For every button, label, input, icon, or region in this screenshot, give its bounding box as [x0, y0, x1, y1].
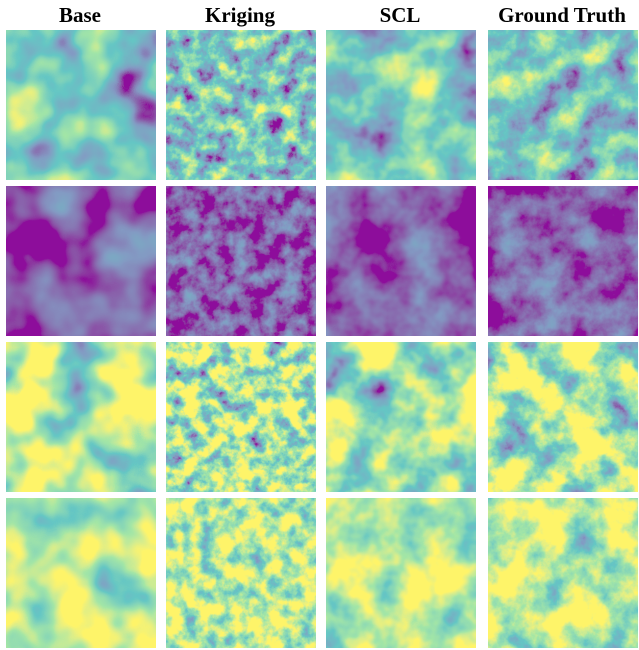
terrain-image	[488, 498, 638, 648]
terrain-image	[6, 498, 156, 648]
column-header: Ground Truth	[498, 3, 626, 27]
terrain-image	[6, 342, 156, 492]
terrain-image	[166, 342, 316, 492]
terrain-image	[6, 30, 156, 180]
terrain-image	[166, 30, 316, 180]
terrain-image	[488, 342, 638, 492]
terrain-image	[166, 498, 316, 648]
terrain-image	[326, 30, 476, 180]
terrain-image	[166, 186, 316, 336]
figure: Base Kriging SCL Ground Truth	[0, 0, 639, 650]
terrain-image	[326, 342, 476, 492]
column-header: Kriging	[205, 3, 276, 27]
terrain-image	[488, 30, 638, 180]
column-header: Base	[59, 3, 101, 27]
terrain-image	[488, 186, 638, 336]
terrain-image	[6, 186, 156, 336]
terrain-image	[326, 498, 476, 648]
column-header: SCL	[380, 3, 421, 27]
terrain-image	[326, 186, 476, 336]
